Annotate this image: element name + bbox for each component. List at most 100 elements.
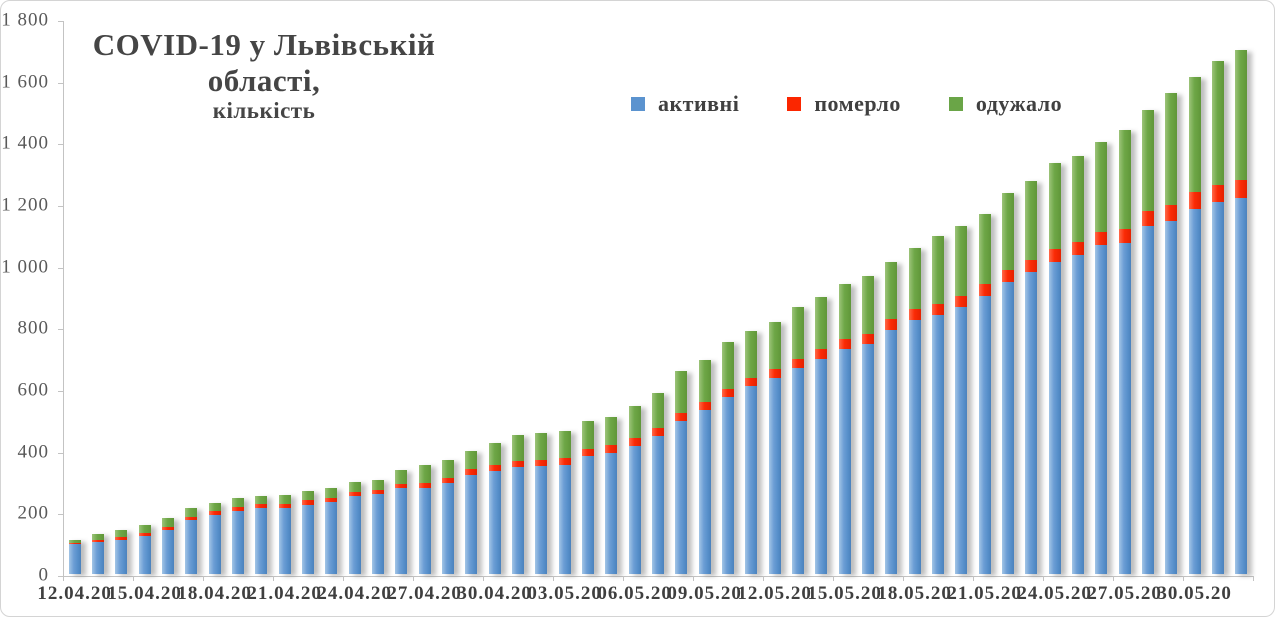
x-axis-tick <box>692 576 694 581</box>
x-axis-label: 24.04.20 <box>317 583 392 604</box>
chart-title: COVID-19 у Львівській області, <box>92 27 436 98</box>
segment-recovered <box>1001 192 1014 270</box>
segment-active <box>861 343 874 574</box>
bar-29.05.20 <box>1165 93 1178 574</box>
bar-19.04.20 <box>231 498 244 574</box>
y-axis-label: 1 200 <box>1 194 49 216</box>
x-axis-tick <box>1182 576 1184 581</box>
segment-recovered <box>1025 180 1038 260</box>
legend-swatch-active-icon <box>631 97 645 111</box>
x-axis-label: 30.05.20 <box>1157 583 1232 604</box>
segment-active <box>885 329 898 574</box>
segment-deaths <box>1001 269 1014 282</box>
y-axis-label: 600 <box>17 379 49 401</box>
segment-recovered <box>325 488 338 499</box>
bar-27.04.20 <box>418 465 431 574</box>
bar-26.04.20 <box>395 469 408 574</box>
bar-18.04.20 <box>208 503 221 574</box>
segment-active <box>581 455 594 574</box>
bar-05.05.20 <box>605 417 618 574</box>
segment-active <box>721 397 734 574</box>
x-axis-label: 03.05.20 <box>527 583 602 604</box>
segment-recovered <box>605 417 618 446</box>
legend-item-active: активні <box>631 91 739 117</box>
segment-recovered <box>931 236 944 304</box>
bar-12.05.20 <box>768 322 781 574</box>
segment-recovered <box>1211 61 1224 185</box>
segment-deaths <box>675 413 688 421</box>
legend: активні померло одужало <box>631 91 1062 117</box>
segment-active <box>1118 242 1131 574</box>
bar-22.05.20 <box>1001 192 1014 574</box>
bar-21.04.20 <box>278 494 291 574</box>
segment-recovered <box>861 276 874 334</box>
segment-deaths <box>68 543 81 545</box>
segment-active <box>558 465 571 574</box>
segment-active <box>488 471 501 574</box>
segment-deaths <box>745 377 758 387</box>
bar-25.05.20 <box>1071 156 1084 574</box>
segment-active <box>465 474 478 574</box>
chart-title-block: COVID-19 у Львівській області, кількість <box>39 27 489 125</box>
segment-deaths <box>185 516 198 521</box>
bar-28.04.20 <box>441 459 454 574</box>
segment-recovered <box>465 450 478 470</box>
bar-21.05.20 <box>978 213 991 574</box>
segment-deaths <box>791 359 804 369</box>
segment-active <box>1095 245 1108 574</box>
y-axis-label: 0 <box>38 564 49 586</box>
bar-01.06.20 <box>1235 50 1248 574</box>
bar-16.04.20 <box>161 518 174 574</box>
bar-02.05.20 <box>535 432 548 574</box>
bar-23.04.20 <box>325 488 338 574</box>
segment-active <box>1025 271 1038 574</box>
segment-active <box>418 487 431 574</box>
segment-recovered <box>558 430 571 459</box>
segment-recovered <box>68 539 81 544</box>
x-axis-label: 30.04.20 <box>457 583 532 604</box>
legend-swatch-deaths-icon <box>787 97 802 111</box>
segment-deaths <box>91 540 104 543</box>
x-axis-tick <box>902 576 904 581</box>
bar-17.05.20 <box>885 261 898 574</box>
segment-deaths <box>861 333 874 344</box>
segment-recovered <box>301 490 314 501</box>
segment-deaths <box>325 498 338 503</box>
segment-active <box>978 295 991 574</box>
segment-active <box>955 307 968 574</box>
segment-active <box>371 494 384 574</box>
x-axis-tick <box>412 576 414 581</box>
segment-recovered <box>1165 93 1178 205</box>
y-axis-label: 400 <box>17 441 49 463</box>
bar-03.05.20 <box>558 430 571 574</box>
segment-recovered <box>885 261 898 320</box>
legend-item-recovered: одужало <box>948 91 1062 117</box>
segment-recovered <box>721 342 734 390</box>
segment-deaths <box>1188 192 1201 209</box>
segment-deaths <box>628 438 641 446</box>
segment-deaths <box>698 401 711 410</box>
segment-deaths <box>1141 210 1154 227</box>
x-axis-label: 18.04.20 <box>177 583 252 604</box>
segment-recovered <box>745 330 758 378</box>
x-axis-tick <box>1112 576 1114 581</box>
bar-22.04.20 <box>301 490 314 574</box>
segment-recovered <box>1141 109 1154 211</box>
x-axis-label: 24.05.20 <box>1017 583 1092 604</box>
x-axis-tick <box>202 576 204 581</box>
segment-active <box>931 315 944 574</box>
segment-active <box>208 515 221 574</box>
segment-recovered <box>1235 50 1248 180</box>
y-axis-tick <box>58 329 63 331</box>
x-axis-tick <box>482 576 484 581</box>
bar-17.04.20 <box>185 508 198 574</box>
x-axis-tick <box>622 576 624 581</box>
bar-12.04.20 <box>68 539 81 574</box>
x-axis-line <box>63 576 1254 577</box>
segment-deaths <box>815 349 828 359</box>
bar-27.05.20 <box>1118 129 1131 574</box>
segment-recovered <box>815 297 828 350</box>
bar-15.05.20 <box>838 284 851 574</box>
x-axis-tick <box>63 576 64 581</box>
segment-active <box>768 378 781 574</box>
